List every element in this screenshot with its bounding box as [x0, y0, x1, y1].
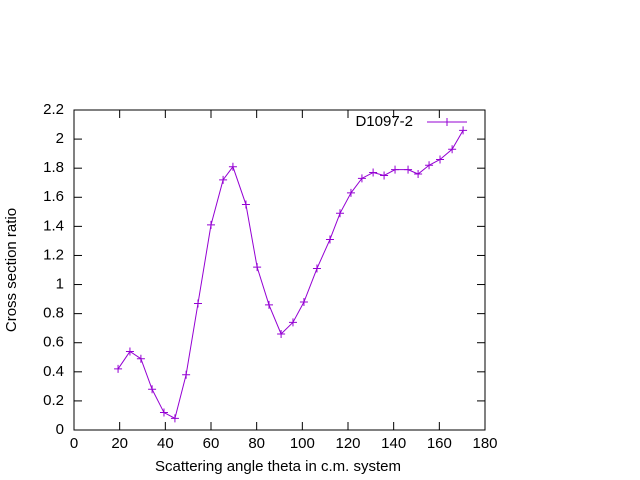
series-line	[117, 130, 464, 420]
x-tick-label: 0	[70, 435, 78, 452]
data-point	[459, 126, 468, 135]
data-point	[125, 347, 134, 356]
data-point	[253, 263, 262, 272]
data-point	[299, 298, 308, 306]
data-point	[404, 165, 413, 174]
data-point	[228, 162, 237, 171]
data-point	[219, 175, 228, 184]
y-tick-label: 0.4	[43, 363, 64, 380]
y-tick-label: 0.2	[43, 392, 64, 409]
data-point	[182, 370, 191, 379]
y-tick-label: 0	[56, 421, 64, 438]
x-tick-label: 20	[111, 435, 128, 452]
x-tick-label: 40	[157, 435, 174, 452]
data-point	[159, 408, 168, 417]
data-point	[436, 155, 445, 164]
x-tick-label: 160	[427, 435, 452, 452]
data-point	[369, 168, 378, 177]
data-point	[193, 299, 202, 308]
y-axis-label: Cross section ratio	[3, 208, 20, 332]
legend-marker	[443, 118, 451, 126]
data-point	[148, 385, 157, 394]
x-tick-label: 180	[472, 435, 497, 452]
y-tick-label: 1.2	[43, 246, 64, 263]
data-point	[448, 145, 457, 154]
data-point	[114, 364, 123, 373]
data-point	[136, 354, 145, 363]
y-tick-label: 0.6	[43, 334, 64, 351]
y-tick-label: 1	[56, 276, 64, 293]
x-tick-label: 60	[203, 435, 220, 452]
x-tick-label: 140	[381, 435, 406, 452]
y-tick-label: 0.8	[43, 305, 64, 322]
data-point	[414, 170, 423, 178]
data-point	[357, 174, 366, 183]
legend-label: D1097-2	[355, 113, 413, 130]
x-tick-label: 120	[335, 435, 360, 452]
data-point	[425, 161, 434, 170]
x-tick-label: 100	[290, 435, 315, 452]
y-tick-label: 2.2	[43, 101, 64, 118]
x-axis-label: Scattering angle theta in c.m. system	[155, 458, 401, 475]
data-point	[170, 414, 179, 423]
y-tick-label: 2	[56, 130, 64, 147]
data-point	[325, 235, 334, 244]
data-point	[207, 220, 215, 229]
y-tick-label: 1.4	[43, 217, 64, 234]
data-point	[336, 209, 345, 218]
data-point	[241, 200, 250, 209]
x-tick-label: 80	[248, 435, 265, 452]
data-point	[346, 188, 355, 197]
data-point	[391, 165, 400, 174]
data-point	[380, 171, 389, 180]
data-point	[264, 300, 273, 309]
plot-border	[73, 109, 486, 431]
y-tick-label: 1.6	[43, 188, 64, 205]
y-tick-label: 1.8	[43, 159, 64, 176]
data-point	[288, 318, 297, 327]
data-point	[312, 264, 321, 273]
data-point	[277, 330, 286, 338]
